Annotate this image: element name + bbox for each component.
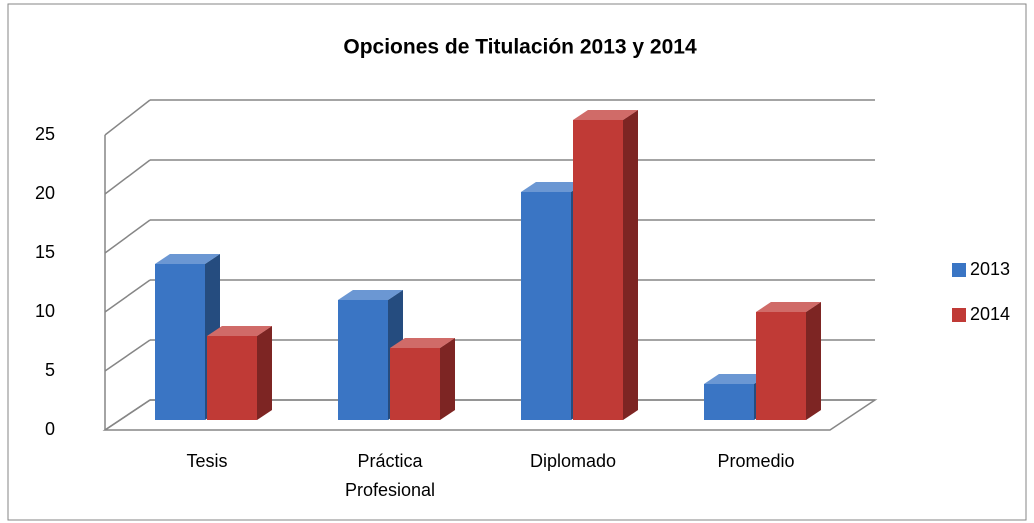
bar (390, 348, 440, 420)
grid-line (104, 339, 151, 372)
bar (207, 336, 257, 420)
bar-side (806, 302, 821, 420)
bar (338, 300, 388, 420)
bar (756, 312, 806, 420)
x-tick-label: Promedio (717, 451, 794, 471)
x-tick-label: Diplomado (530, 451, 616, 471)
bar (704, 384, 754, 420)
bar-side (623, 110, 638, 420)
legend-swatch (952, 263, 966, 277)
bar-top (207, 326, 272, 336)
y-tick-label: 0 (45, 419, 55, 439)
bar-top-shade (155, 254, 220, 264)
bar-top-shade (207, 326, 272, 336)
bar-top (756, 302, 821, 312)
bar-top (704, 374, 769, 384)
x-tick-label: Tesis (186, 451, 227, 471)
bar-top (521, 182, 586, 192)
bar (521, 192, 571, 420)
grid-line (104, 159, 151, 195)
grid-line (104, 219, 151, 254)
legend-label: 2013 (970, 259, 1010, 279)
chart-title: Opciones de Titulación 2013 y 2014 (343, 36, 697, 59)
bar (155, 264, 205, 420)
bar (573, 120, 623, 420)
bar-top-shade (704, 374, 769, 384)
y-tick-label: 25 (35, 124, 55, 144)
bar-top-shade (390, 338, 455, 348)
y-tick-label: 15 (35, 242, 55, 262)
bar-side-shade (806, 302, 821, 420)
bar-top (573, 110, 638, 120)
bar-top-shade (521, 182, 586, 192)
bar-top (390, 338, 455, 348)
bar-side (257, 326, 272, 420)
x-tick-label: Práctica Profesional (345, 451, 435, 500)
legend-label: 2014 (970, 304, 1010, 324)
bar-side-shade (623, 110, 638, 420)
y-tick-label: 5 (45, 360, 55, 380)
bar-side-shade (440, 338, 455, 420)
grid-line (104, 279, 151, 313)
legend-swatch (952, 308, 966, 322)
bar-top-shade (573, 110, 638, 120)
bar-top-shade (756, 302, 821, 312)
grid-line (104, 99, 151, 136)
bar-top-shade (338, 290, 403, 300)
bar-top (155, 254, 220, 264)
bar-side (440, 338, 455, 420)
y-tick-label: 10 (35, 301, 55, 321)
y-tick-label: 20 (35, 183, 55, 203)
bar-side-shade (257, 326, 272, 420)
bar-top (338, 290, 403, 300)
grid-line (104, 399, 151, 431)
